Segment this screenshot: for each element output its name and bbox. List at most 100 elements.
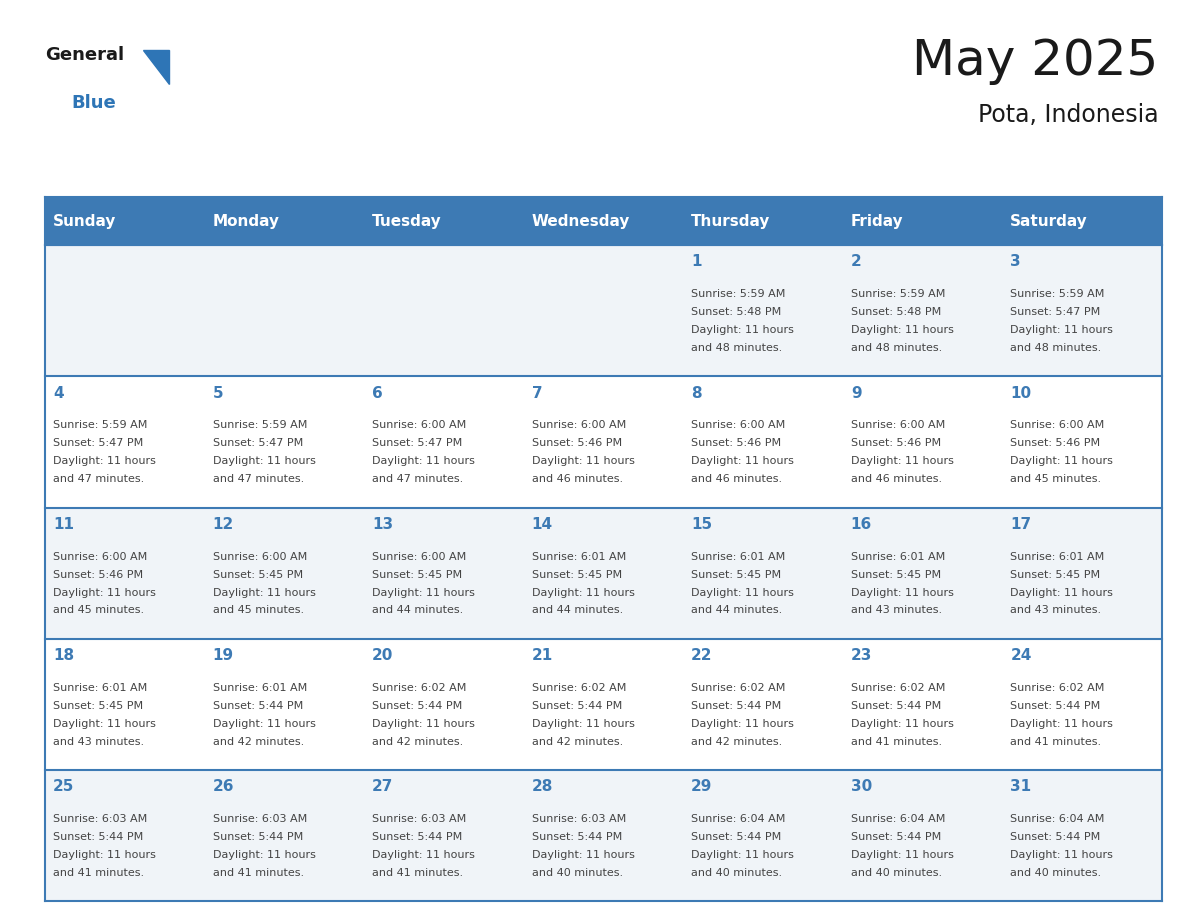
Text: Daylight: 11 hours: Daylight: 11 hours [691, 456, 794, 466]
Text: Sunrise: 6:01 AM: Sunrise: 6:01 AM [691, 552, 785, 562]
Text: Sunrise: 6:00 AM: Sunrise: 6:00 AM [213, 552, 307, 562]
Text: Sunset: 5:46 PM: Sunset: 5:46 PM [851, 439, 941, 448]
Text: and 48 minutes.: and 48 minutes. [851, 342, 942, 353]
Text: Sunset: 5:44 PM: Sunset: 5:44 PM [213, 832, 303, 842]
Text: Sunset: 5:48 PM: Sunset: 5:48 PM [851, 308, 941, 317]
Text: Sunrise: 6:03 AM: Sunrise: 6:03 AM [372, 814, 467, 824]
Text: 10: 10 [1010, 386, 1031, 400]
Text: Sunrise: 6:03 AM: Sunrise: 6:03 AM [53, 814, 147, 824]
Text: Daylight: 11 hours: Daylight: 11 hours [372, 719, 475, 729]
Text: 19: 19 [213, 648, 234, 663]
Text: Daylight: 11 hours: Daylight: 11 hours [213, 456, 316, 466]
Text: Daylight: 11 hours: Daylight: 11 hours [372, 588, 475, 598]
Text: Daylight: 11 hours: Daylight: 11 hours [532, 850, 634, 860]
Text: and 40 minutes.: and 40 minutes. [691, 868, 783, 878]
Text: and 43 minutes.: and 43 minutes. [53, 736, 144, 746]
Text: Daylight: 11 hours: Daylight: 11 hours [53, 850, 156, 860]
Text: and 44 minutes.: and 44 minutes. [532, 606, 623, 615]
Text: Daylight: 11 hours: Daylight: 11 hours [532, 456, 634, 466]
Text: Sunset: 5:46 PM: Sunset: 5:46 PM [1010, 439, 1100, 448]
Text: and 47 minutes.: and 47 minutes. [53, 475, 145, 484]
Text: Daylight: 11 hours: Daylight: 11 hours [1010, 325, 1113, 335]
Text: Sunset: 5:44 PM: Sunset: 5:44 PM [691, 832, 782, 842]
Text: Daylight: 11 hours: Daylight: 11 hours [1010, 588, 1113, 598]
Text: Sunrise: 5:59 AM: Sunrise: 5:59 AM [1010, 289, 1105, 299]
Text: and 45 minutes.: and 45 minutes. [1010, 475, 1101, 484]
Text: and 40 minutes.: and 40 minutes. [532, 868, 623, 878]
Text: Sunset: 5:44 PM: Sunset: 5:44 PM [532, 832, 623, 842]
Text: and 46 minutes.: and 46 minutes. [851, 475, 942, 484]
Bar [45, 639, 1162, 770]
Text: Sunset: 5:44 PM: Sunset: 5:44 PM [372, 832, 462, 842]
Text: Sunset: 5:45 PM: Sunset: 5:45 PM [1010, 569, 1100, 579]
Text: Sunrise: 6:01 AM: Sunrise: 6:01 AM [1010, 552, 1105, 562]
Text: and 48 minutes.: and 48 minutes. [1010, 342, 1101, 353]
Text: 22: 22 [691, 648, 713, 663]
Text: and 41 minutes.: and 41 minutes. [1010, 736, 1101, 746]
Text: Sunrise: 5:59 AM: Sunrise: 5:59 AM [691, 289, 785, 299]
Text: 9: 9 [851, 386, 861, 400]
Text: Sunrise: 6:04 AM: Sunrise: 6:04 AM [851, 814, 946, 824]
Text: and 46 minutes.: and 46 minutes. [532, 475, 623, 484]
Text: and 43 minutes.: and 43 minutes. [1010, 606, 1101, 615]
Text: Sunset: 5:48 PM: Sunset: 5:48 PM [691, 308, 782, 317]
Text: Daylight: 11 hours: Daylight: 11 hours [851, 719, 954, 729]
Text: Sunset: 5:46 PM: Sunset: 5:46 PM [53, 569, 144, 579]
Text: 13: 13 [372, 517, 393, 532]
Text: Sunset: 5:46 PM: Sunset: 5:46 PM [691, 439, 782, 448]
Text: Sunrise: 5:59 AM: Sunrise: 5:59 AM [53, 420, 147, 431]
Text: Sunrise: 6:00 AM: Sunrise: 6:00 AM [372, 552, 467, 562]
Text: 18: 18 [53, 648, 74, 663]
Text: 15: 15 [691, 517, 713, 532]
Text: Blue: Blue [71, 94, 116, 112]
Text: and 46 minutes.: and 46 minutes. [691, 475, 783, 484]
Text: Sunset: 5:45 PM: Sunset: 5:45 PM [691, 569, 782, 579]
Text: Daylight: 11 hours: Daylight: 11 hours [851, 588, 954, 598]
Text: Sunrise: 6:00 AM: Sunrise: 6:00 AM [1010, 420, 1105, 431]
Text: Sunrise: 6:03 AM: Sunrise: 6:03 AM [213, 814, 307, 824]
Text: Daylight: 11 hours: Daylight: 11 hours [213, 719, 316, 729]
Text: and 41 minutes.: and 41 minutes. [851, 736, 942, 746]
Text: 31: 31 [1010, 779, 1031, 794]
Text: Sunrise: 6:04 AM: Sunrise: 6:04 AM [1010, 814, 1105, 824]
Text: Sunset: 5:44 PM: Sunset: 5:44 PM [372, 701, 462, 711]
Text: Sunrise: 6:02 AM: Sunrise: 6:02 AM [851, 683, 946, 693]
Text: and 45 minutes.: and 45 minutes. [213, 606, 304, 615]
Text: Daylight: 11 hours: Daylight: 11 hours [53, 588, 156, 598]
Text: 6: 6 [372, 386, 383, 400]
Text: Sunset: 5:45 PM: Sunset: 5:45 PM [213, 569, 303, 579]
Text: Daylight: 11 hours: Daylight: 11 hours [532, 588, 634, 598]
Text: Sunrise: 6:00 AM: Sunrise: 6:00 AM [372, 420, 467, 431]
Text: 2: 2 [851, 254, 861, 269]
Text: and 42 minutes.: and 42 minutes. [691, 736, 783, 746]
Text: 28: 28 [532, 779, 554, 794]
Text: 16: 16 [851, 517, 872, 532]
Text: Sunrise: 6:03 AM: Sunrise: 6:03 AM [532, 814, 626, 824]
Text: Sunrise: 6:04 AM: Sunrise: 6:04 AM [691, 814, 785, 824]
Text: Friday: Friday [851, 214, 903, 229]
Text: Daylight: 11 hours: Daylight: 11 hours [372, 456, 475, 466]
Text: 27: 27 [372, 779, 393, 794]
Text: 26: 26 [213, 779, 234, 794]
Text: Sunset: 5:45 PM: Sunset: 5:45 PM [532, 569, 621, 579]
Text: 23: 23 [851, 648, 872, 663]
Text: Daylight: 11 hours: Daylight: 11 hours [691, 850, 794, 860]
Text: Monday: Monday [213, 214, 279, 229]
Text: 14: 14 [532, 517, 552, 532]
Text: and 42 minutes.: and 42 minutes. [213, 736, 304, 746]
Text: and 43 minutes.: and 43 minutes. [851, 606, 942, 615]
Text: Sunset: 5:45 PM: Sunset: 5:45 PM [851, 569, 941, 579]
Text: Sunset: 5:47 PM: Sunset: 5:47 PM [53, 439, 144, 448]
Text: 29: 29 [691, 779, 713, 794]
Text: 1: 1 [691, 254, 702, 269]
Text: and 48 minutes.: and 48 minutes. [691, 342, 783, 353]
Text: 4: 4 [53, 386, 64, 400]
Text: and 42 minutes.: and 42 minutes. [372, 736, 463, 746]
Text: 12: 12 [213, 517, 234, 532]
Text: Sunset: 5:44 PM: Sunset: 5:44 PM [851, 832, 941, 842]
Text: Sunset: 5:47 PM: Sunset: 5:47 PM [213, 439, 303, 448]
Text: Daylight: 11 hours: Daylight: 11 hours [532, 719, 634, 729]
Text: Sunset: 5:44 PM: Sunset: 5:44 PM [1010, 701, 1100, 711]
Text: Sunset: 5:45 PM: Sunset: 5:45 PM [53, 701, 144, 711]
Text: Tuesday: Tuesday [372, 214, 442, 229]
